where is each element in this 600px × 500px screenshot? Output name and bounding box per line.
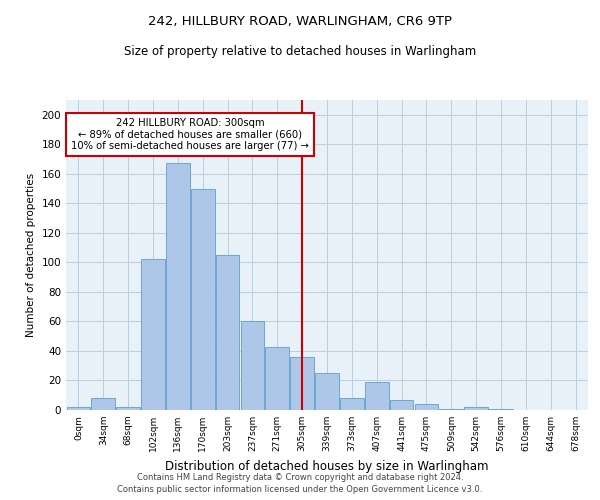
Bar: [216, 255, 239, 410]
Bar: [116, 407, 140, 410]
Text: 242 HILLBURY ROAD: 300sqm
← 89% of detached houses are smaller (660)
10% of semi: 242 HILLBURY ROAD: 300sqm ← 89% of detac…: [71, 118, 309, 151]
Y-axis label: Number of detached properties: Number of detached properties: [26, 173, 36, 337]
Bar: [340, 398, 364, 410]
Bar: [166, 164, 190, 410]
Bar: [241, 322, 264, 410]
Bar: [489, 408, 513, 410]
X-axis label: Distribution of detached houses by size in Warlingham: Distribution of detached houses by size …: [165, 460, 489, 472]
Bar: [265, 346, 289, 410]
Bar: [464, 407, 488, 410]
Bar: [415, 404, 438, 410]
Bar: [191, 188, 215, 410]
Text: Contains HM Land Registry data © Crown copyright and database right 2024.: Contains HM Land Registry data © Crown c…: [137, 472, 463, 482]
Bar: [315, 373, 339, 410]
Text: Size of property relative to detached houses in Warlingham: Size of property relative to detached ho…: [124, 45, 476, 58]
Text: 242, HILLBURY ROAD, WARLINGHAM, CR6 9TP: 242, HILLBURY ROAD, WARLINGHAM, CR6 9TP: [148, 15, 452, 28]
Bar: [390, 400, 413, 410]
Text: Contains public sector information licensed under the Open Government Licence v3: Contains public sector information licen…: [118, 485, 482, 494]
Bar: [290, 357, 314, 410]
Bar: [141, 260, 165, 410]
Bar: [365, 382, 389, 410]
Bar: [91, 398, 115, 410]
Bar: [439, 408, 463, 410]
Bar: [67, 407, 90, 410]
